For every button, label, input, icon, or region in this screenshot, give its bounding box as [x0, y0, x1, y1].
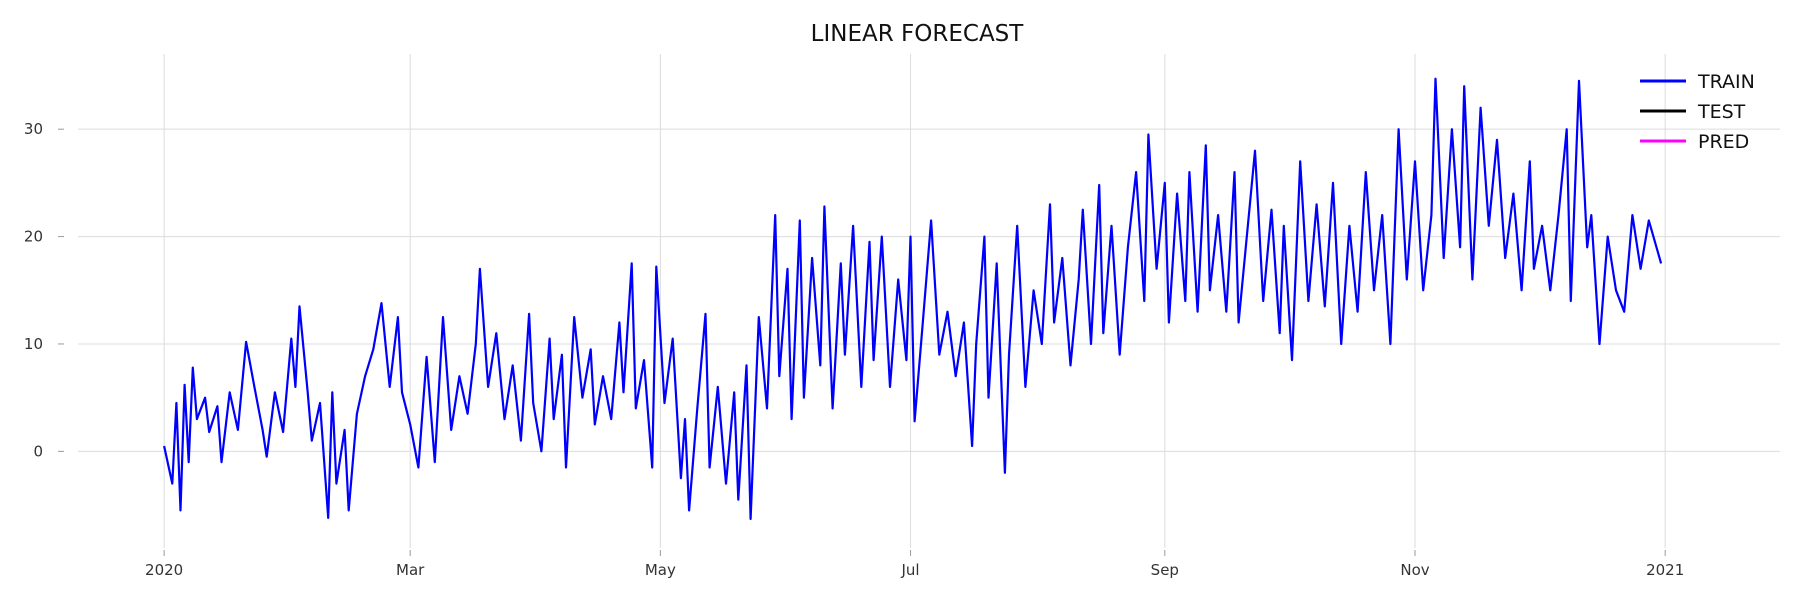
- y-tick-label: 0: [33, 442, 43, 460]
- x-tick-label: Sep: [1151, 561, 1179, 579]
- y-tick-label: 10: [24, 335, 43, 353]
- x-tick-label: 2020: [145, 561, 183, 579]
- legend: TRAIN TEST PRED: [1640, 71, 1755, 153]
- x-tick-label: Jul: [900, 561, 919, 579]
- x-grid: [163, 54, 1666, 548]
- x-tick-label: Mar: [396, 561, 425, 579]
- legend-label-pred: PRED: [1698, 131, 1749, 153]
- x-axis-ticks: 2020 Mar May Jul Sep Nov 2021: [145, 550, 1684, 579]
- x-tick-label: 2021: [1646, 561, 1684, 579]
- chart-title: LINEAR FORECAST: [811, 21, 1025, 47]
- legend-label-test: TEST: [1697, 101, 1746, 123]
- legend-label-train: TRAIN: [1697, 71, 1755, 93]
- plot-series: [163, 77, 1663, 521]
- y-tick-label: 30: [24, 120, 43, 138]
- series-line-train: [163, 77, 1663, 521]
- y-tick-label: 20: [24, 228, 43, 246]
- y-axis-ticks: 0 10 20 30: [24, 120, 64, 460]
- x-tick-label: May: [645, 561, 676, 579]
- x-tick-label: Nov: [1400, 561, 1429, 579]
